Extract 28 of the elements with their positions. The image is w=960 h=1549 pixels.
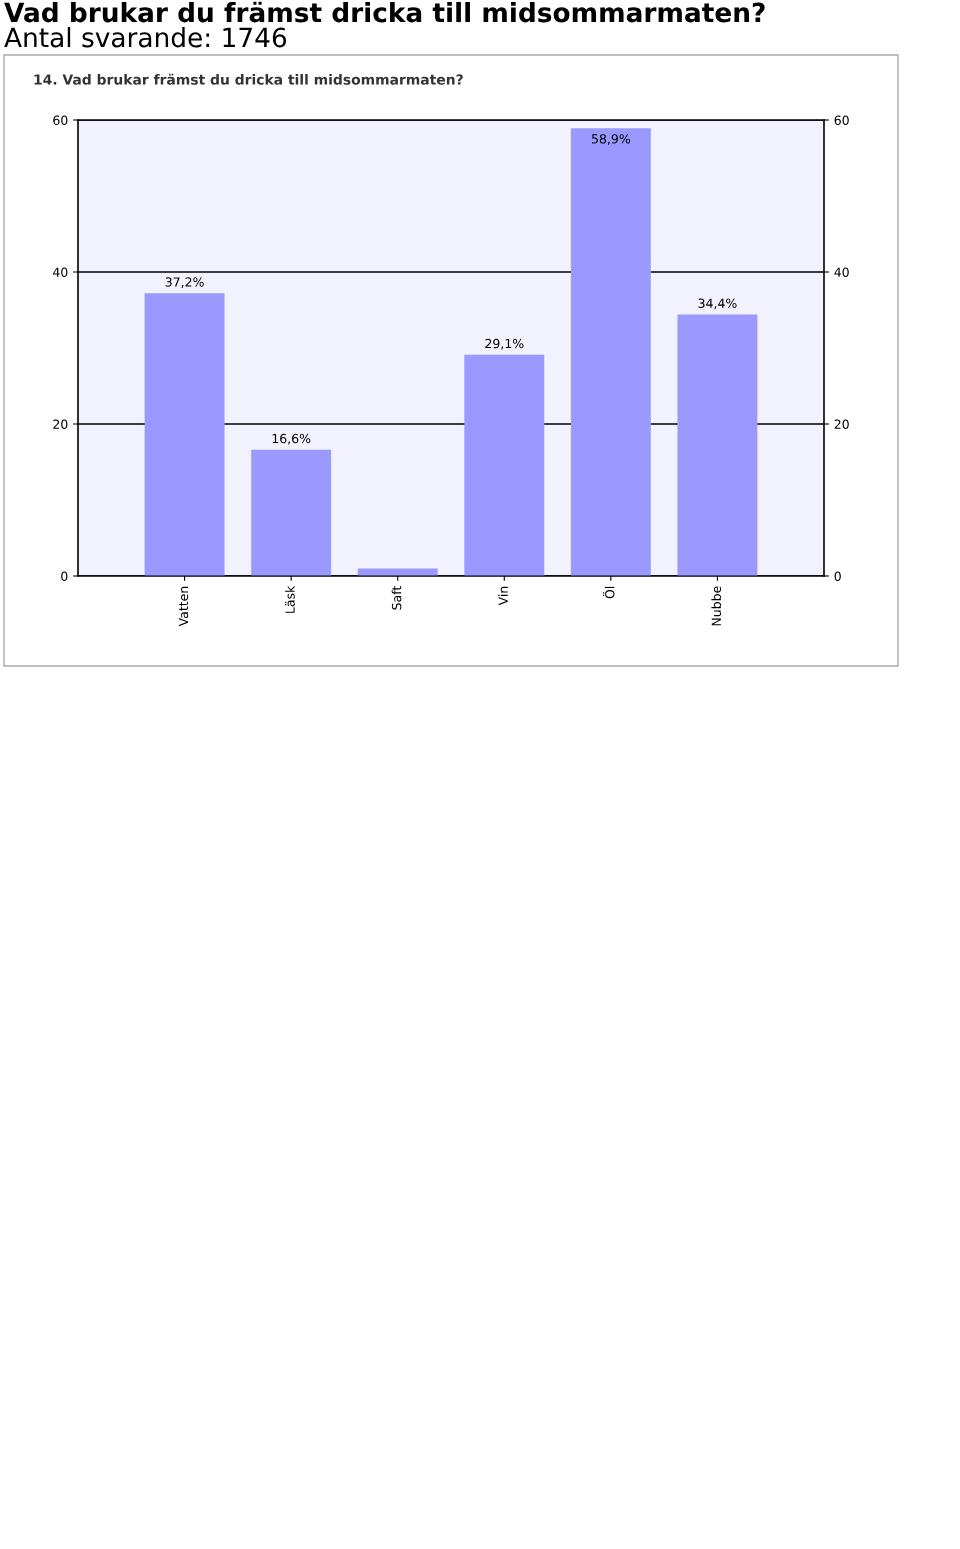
y-tick-label: 60 xyxy=(53,115,68,125)
x-tick-label: Vatten xyxy=(178,586,189,627)
bar xyxy=(251,449,332,576)
y2-tick-label: 40 xyxy=(834,267,849,277)
x-tick-label: Vin xyxy=(498,586,508,606)
chart-subtitle: Antal svarande: 1746 xyxy=(4,27,287,48)
text: 14. Vad brukar främst du dricka till midsommarmaten? xyxy=(34,73,463,85)
y2-tick-label: 60 xyxy=(834,115,849,125)
bar xyxy=(144,293,225,576)
data-label: 37,2% xyxy=(165,277,204,288)
y-tick-label: 40 xyxy=(52,267,68,277)
bar xyxy=(357,568,438,576)
bar xyxy=(570,128,651,576)
data-label: 58,9% xyxy=(591,134,631,145)
x-tick-label: Läsk xyxy=(285,585,295,613)
y2-tick-label: 20 xyxy=(834,419,849,429)
x-tick-label: Saft xyxy=(391,586,402,610)
data-label: 16,6% xyxy=(272,433,311,445)
data-label: 34,4% xyxy=(698,298,737,310)
bar xyxy=(464,354,545,576)
data-label: 29,1% xyxy=(485,338,524,350)
x-tick-label: Öl xyxy=(602,586,615,599)
x-tick-label: Nubbe xyxy=(711,586,722,626)
y2-tick-label: 0 xyxy=(834,571,841,581)
bar xyxy=(677,314,758,576)
y-tick-label: 0 xyxy=(61,571,68,581)
chart-title: Vad brukar du främst dricka till midsommarmaten? xyxy=(4,1,765,23)
y-tick-label: 20 xyxy=(53,419,68,429)
